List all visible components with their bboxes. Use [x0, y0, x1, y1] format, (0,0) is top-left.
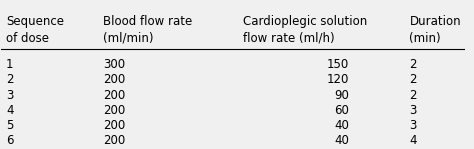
Text: 4: 4	[6, 104, 14, 117]
Text: 200: 200	[103, 89, 126, 101]
Text: 200: 200	[103, 134, 126, 147]
Text: 6: 6	[6, 134, 14, 147]
Text: 4: 4	[410, 134, 417, 147]
Text: 200: 200	[103, 119, 126, 132]
Text: 2: 2	[410, 73, 417, 86]
Text: (min): (min)	[410, 32, 441, 45]
Text: Sequence: Sequence	[6, 15, 64, 28]
Text: 3: 3	[6, 89, 13, 101]
Text: flow rate (ml/h): flow rate (ml/h)	[243, 32, 334, 45]
Text: Duration: Duration	[410, 15, 461, 28]
Text: 2: 2	[6, 73, 14, 86]
Text: 200: 200	[103, 104, 126, 117]
Text: 40: 40	[334, 134, 349, 147]
Text: 120: 120	[327, 73, 349, 86]
Text: 3: 3	[410, 104, 417, 117]
Text: 150: 150	[327, 58, 349, 71]
Text: 300: 300	[103, 58, 126, 71]
Text: 40: 40	[334, 119, 349, 132]
Text: 200: 200	[103, 73, 126, 86]
Text: Blood flow rate: Blood flow rate	[103, 15, 192, 28]
Text: (ml/min): (ml/min)	[103, 32, 154, 45]
Text: 3: 3	[410, 119, 417, 132]
Text: 2: 2	[410, 89, 417, 101]
Text: 5: 5	[6, 119, 13, 132]
Text: 1: 1	[6, 58, 14, 71]
Text: 2: 2	[410, 58, 417, 71]
Text: 90: 90	[334, 89, 349, 101]
Text: of dose: of dose	[6, 32, 49, 45]
Text: Cardioplegic solution: Cardioplegic solution	[243, 15, 367, 28]
Text: 60: 60	[334, 104, 349, 117]
